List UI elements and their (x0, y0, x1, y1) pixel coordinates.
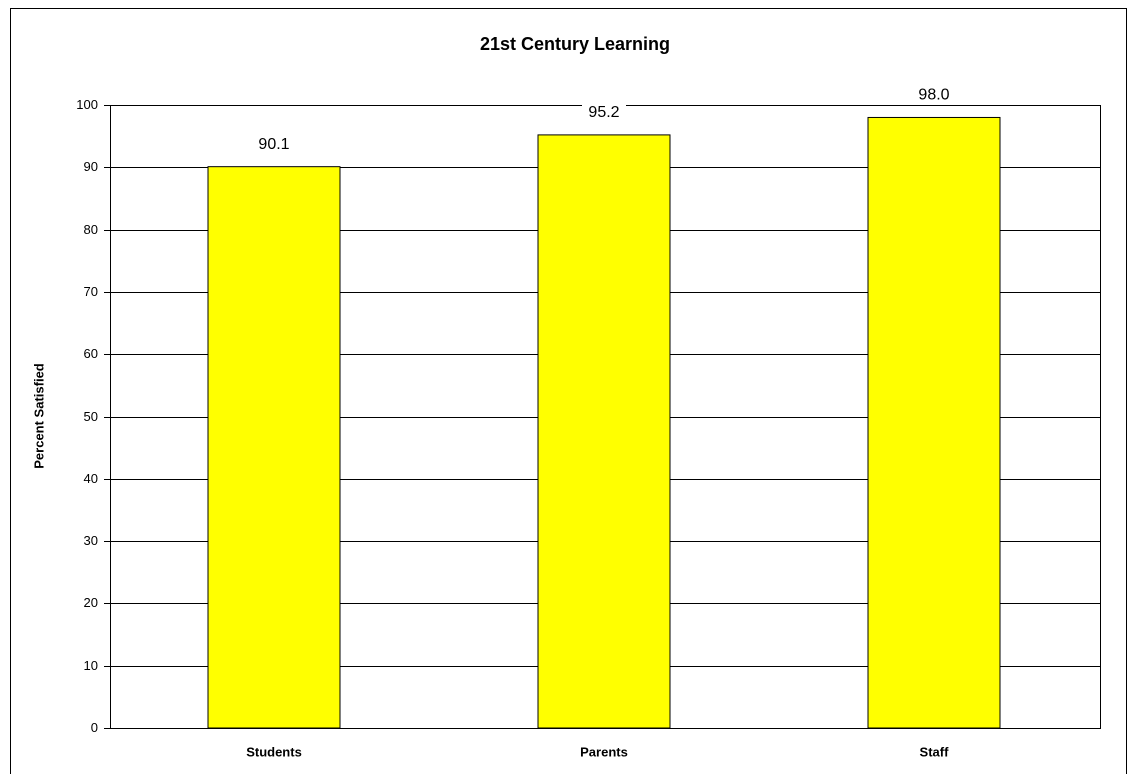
y-tick-label: 70 (84, 284, 98, 299)
bar (207, 166, 341, 729)
value-label: 98.0 (918, 87, 949, 104)
bar (537, 134, 671, 729)
y-tick-label: 60 (84, 346, 98, 361)
value-label-bg (582, 103, 626, 122)
x-tick-label: Staff (920, 744, 950, 759)
y-tick-label: 10 (84, 658, 98, 673)
y-tick-label: 20 (84, 595, 98, 610)
y-tick-label: 90 (84, 159, 98, 174)
y-tick-label: 100 (76, 97, 98, 112)
value-label: 90.1 (258, 136, 289, 153)
value-label-bg (912, 86, 956, 105)
x-tick-label: Students (246, 744, 302, 759)
value-label: 95.2 (588, 104, 619, 121)
y-axis-label: Percent Satisfied (31, 363, 46, 469)
chart-title: 21st Century Learning (480, 34, 670, 54)
value-label-bg (252, 135, 296, 154)
bar (867, 116, 1001, 729)
y-tick-label: 0 (91, 720, 98, 735)
y-tick-label: 80 (84, 222, 98, 237)
x-tick-label: Parents (580, 744, 628, 759)
y-tick-label: 30 (84, 533, 98, 548)
y-tick-label: 50 (84, 409, 98, 424)
y-tick-label: 40 (84, 471, 98, 486)
